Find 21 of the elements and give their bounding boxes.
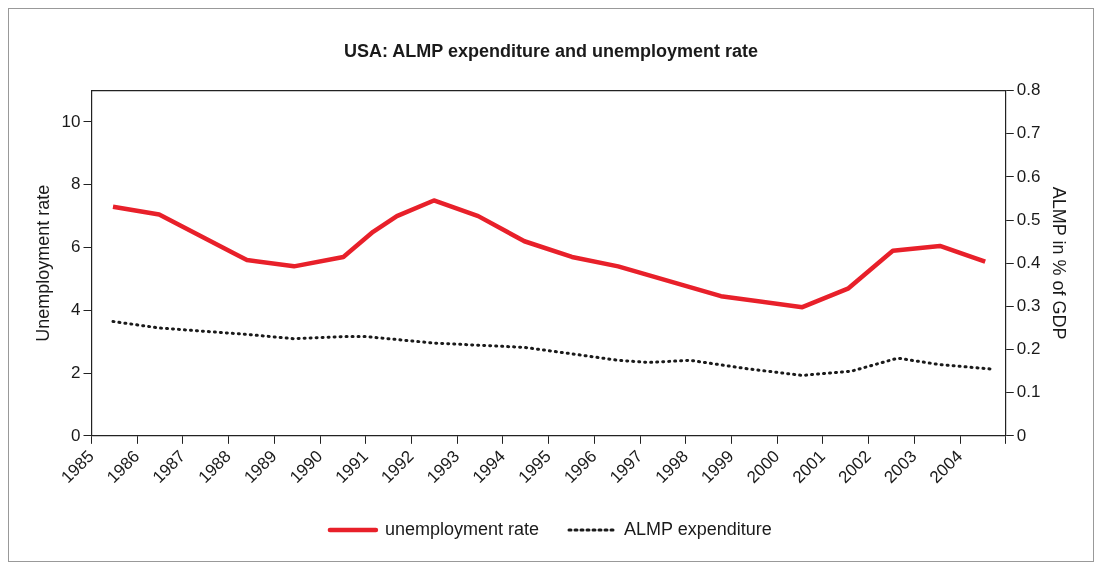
y-tick-label: 0 [71, 425, 81, 445]
y-axis-title: Unemployment rate [32, 184, 53, 342]
y2-tick-label: 0.5 [1016, 209, 1041, 229]
y2-tick-label: 0.6 [1016, 166, 1041, 186]
legend-label: ALMP expenditure [624, 518, 772, 539]
y2-tick-label: 0.2 [1016, 339, 1041, 359]
y2-tick-label: 0 [1016, 425, 1027, 445]
y2-tick-label: 0.1 [1016, 382, 1041, 402]
y2-tick-label: 0.3 [1016, 296, 1041, 316]
y-tick-label: 4 [71, 299, 81, 319]
legend-label: unemployment rate [384, 518, 540, 539]
y-tick-label: 2 [71, 362, 81, 382]
y2-axis-title: ALMP in % of GDP [1049, 186, 1070, 340]
y-tick-label: 10 [61, 111, 81, 131]
y2-tick-label: 0.4 [1016, 252, 1041, 272]
line-series [111, 319, 992, 377]
y2-tick-label: 0.7 [1016, 123, 1041, 143]
y-tick-label: 6 [71, 237, 81, 257]
y-tick-label: 8 [71, 174, 81, 194]
chart-title: USA: ALMP expenditure and unemployment rate [343, 40, 759, 61]
y2-tick-label: 0.8 [1016, 80, 1041, 100]
